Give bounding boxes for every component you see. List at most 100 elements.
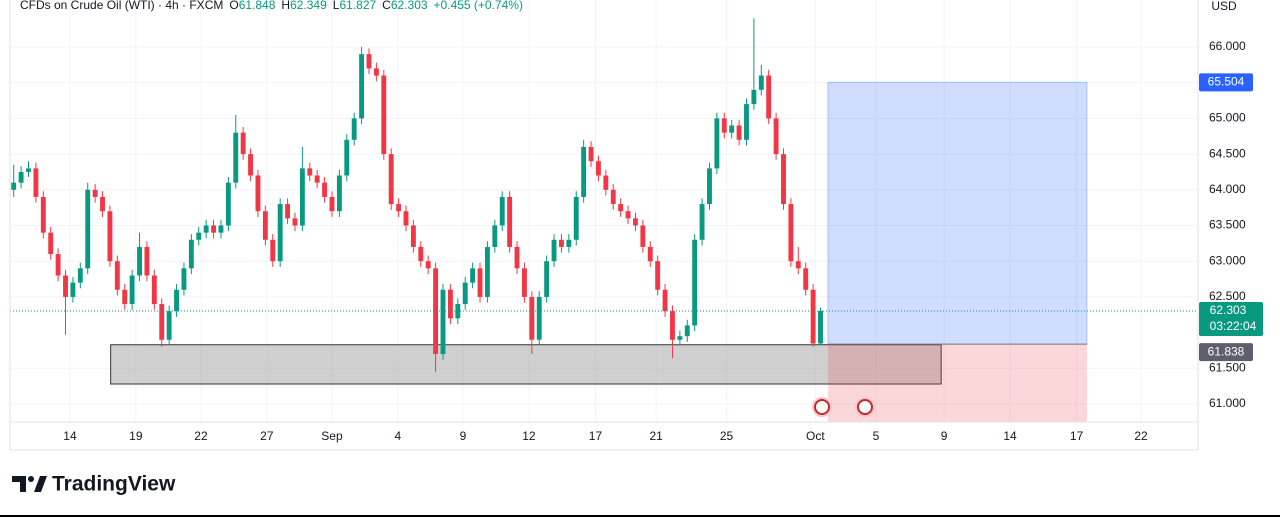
x-tick-label: 4 bbox=[395, 429, 402, 443]
candle-body bbox=[240, 132, 246, 155]
candle-body bbox=[100, 196, 105, 212]
candle-body bbox=[366, 54, 372, 69]
logo-shape bbox=[34, 476, 47, 492]
candle-body bbox=[677, 336, 683, 340]
candle-body bbox=[736, 125, 742, 140]
candle-body bbox=[144, 246, 150, 276]
entry-badge bbox=[1199, 343, 1253, 362]
x-tick-label: 25 bbox=[720, 429, 734, 443]
candle-body bbox=[233, 132, 239, 183]
candle-body bbox=[270, 239, 276, 262]
candle-body bbox=[721, 118, 727, 133]
candle-body bbox=[684, 325, 690, 337]
candle-body bbox=[248, 154, 254, 176]
y-tick-label: 64.500 bbox=[1209, 146, 1246, 160]
candle-body bbox=[107, 211, 113, 262]
candle-body bbox=[11, 182, 17, 190]
logo-shape bbox=[12, 476, 26, 492]
target-label: 65.504 bbox=[1208, 75, 1245, 89]
candle-body bbox=[196, 232, 202, 240]
x-tick-label: 5 bbox=[873, 429, 880, 443]
candle-body bbox=[40, 196, 46, 233]
candle-body bbox=[492, 225, 498, 247]
candle-body bbox=[462, 282, 468, 305]
candle-body bbox=[477, 268, 483, 297]
ohlc-value: 61.827 bbox=[339, 0, 376, 12]
x-tick-label: 22 bbox=[1134, 429, 1148, 443]
target-badge bbox=[1199, 73, 1253, 92]
candle-body bbox=[795, 261, 801, 269]
candle-body bbox=[181, 268, 187, 290]
candle-body bbox=[314, 175, 320, 183]
candle-body bbox=[307, 168, 313, 176]
candle-body bbox=[322, 182, 328, 197]
candle-body bbox=[818, 310, 823, 344]
candle-body bbox=[292, 218, 298, 226]
candle-body bbox=[425, 261, 431, 269]
candle-body bbox=[77, 268, 83, 283]
candle-body bbox=[551, 239, 557, 262]
candle-body bbox=[174, 289, 179, 312]
candle-body bbox=[603, 175, 609, 190]
candle-body bbox=[484, 246, 490, 297]
x-tick-label: 9 bbox=[941, 429, 948, 443]
x-tick-label: 12 bbox=[522, 429, 536, 443]
candle-body bbox=[714, 118, 720, 169]
last-price-badge bbox=[1199, 301, 1263, 336]
y-tick-label: 65.000 bbox=[1209, 111, 1246, 125]
candle-body bbox=[558, 239, 564, 247]
candle-body bbox=[418, 246, 424, 262]
candle-body bbox=[63, 275, 68, 297]
chart-header: CFDs on Crude Oil (WTI) · 4h · FXCM O 61.8… bbox=[20, 0, 523, 12]
candle-body bbox=[33, 168, 39, 197]
candle-body bbox=[773, 118, 779, 155]
change: +0.455 (+0.74%) bbox=[434, 0, 523, 12]
candle-body bbox=[373, 68, 379, 76]
candle-body bbox=[218, 225, 224, 233]
candle-body bbox=[633, 218, 638, 226]
candle-body bbox=[610, 189, 616, 205]
candle-body bbox=[781, 154, 786, 205]
candle-body bbox=[596, 161, 601, 176]
logo-shape bbox=[28, 476, 34, 482]
candle-body bbox=[670, 311, 675, 340]
ohlc-prefix: O bbox=[229, 0, 238, 12]
candle-body bbox=[788, 204, 794, 262]
symbol: CFDs on Crude Oil (WTI) · 4h · FXCM bbox=[20, 0, 223, 12]
ohlc-prefix: C bbox=[382, 0, 391, 12]
candle-body bbox=[707, 168, 712, 205]
candle-body bbox=[744, 104, 749, 140]
candle-body bbox=[566, 239, 572, 247]
candle-body bbox=[211, 225, 216, 233]
candle-body bbox=[18, 171, 24, 183]
candle-body bbox=[507, 196, 513, 247]
candle-body bbox=[618, 204, 624, 212]
candle-body bbox=[655, 261, 661, 290]
event-icon bbox=[857, 399, 873, 415]
candle-body bbox=[285, 204, 291, 219]
event-markers bbox=[812, 397, 875, 417]
entry-label: 61.838 bbox=[1208, 344, 1245, 358]
candle-body bbox=[410, 225, 416, 247]
y-tick-label: 66.000 bbox=[1209, 39, 1246, 53]
candle-body bbox=[536, 296, 542, 340]
candle-body bbox=[640, 225, 646, 247]
brand-logo: TradingView bbox=[12, 473, 176, 496]
candle-body bbox=[588, 146, 594, 162]
candle-body bbox=[440, 289, 446, 355]
candle-body bbox=[225, 182, 231, 226]
y-tick-label: 62.500 bbox=[1209, 289, 1246, 303]
candle-body bbox=[529, 296, 535, 340]
x-tick-label: 17 bbox=[1070, 429, 1084, 443]
candle-body bbox=[277, 204, 283, 262]
candle-body bbox=[433, 268, 439, 355]
candle-body bbox=[803, 268, 809, 290]
y-tick-label: 61.000 bbox=[1209, 396, 1246, 410]
candle-body bbox=[299, 168, 305, 226]
candle-body bbox=[159, 304, 165, 340]
candle-body bbox=[521, 268, 527, 297]
countdown: 03:22:04 bbox=[1210, 319, 1257, 333]
ohlc-value: 62.303 bbox=[391, 0, 428, 12]
